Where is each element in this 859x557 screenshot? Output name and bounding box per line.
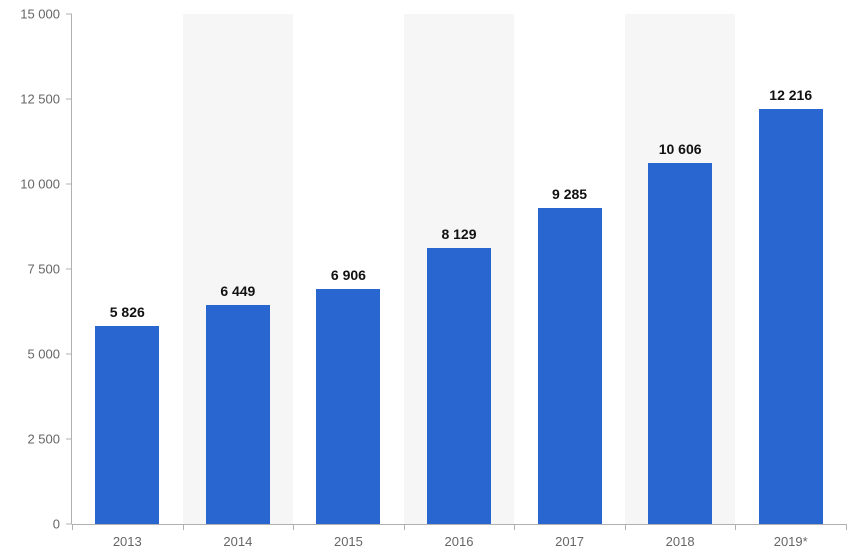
x-tick-mark bbox=[72, 524, 73, 530]
bar bbox=[538, 208, 602, 524]
x-tick-label: 2015 bbox=[334, 534, 363, 549]
y-tick-label: 15 000 bbox=[0, 7, 60, 22]
x-tick-label: 2018 bbox=[666, 534, 695, 549]
bar bbox=[316, 289, 380, 524]
bar-chart: 0 2 500 5 000 7 500 10 000 12 500 15 000 5 826 2… bbox=[0, 0, 859, 557]
y-tick-label: 12 500 bbox=[0, 92, 60, 107]
bar-value-label: 6 906 bbox=[293, 267, 404, 283]
plot-area bbox=[72, 14, 846, 524]
y-tick-mark bbox=[66, 439, 72, 440]
y-tick-mark bbox=[66, 269, 72, 270]
x-tick-label: 2014 bbox=[223, 534, 252, 549]
bar-value-label: 12 216 bbox=[735, 87, 846, 103]
bar-value-label: 6 449 bbox=[183, 283, 294, 299]
bar bbox=[206, 305, 270, 524]
bar bbox=[427, 248, 491, 524]
x-tick-mark bbox=[293, 524, 294, 530]
y-tick-mark bbox=[66, 184, 72, 185]
bar-value-label: 5 826 bbox=[72, 304, 183, 320]
x-tick-mark bbox=[846, 524, 847, 530]
bar-value-label: 9 285 bbox=[514, 186, 625, 202]
y-tick-label: 7 500 bbox=[0, 262, 60, 277]
y-tick-label: 2 500 bbox=[0, 432, 60, 447]
x-tick-mark bbox=[404, 524, 405, 530]
bar-value-label: 8 129 bbox=[404, 226, 515, 242]
y-tick-mark bbox=[66, 14, 72, 15]
y-tick-mark bbox=[66, 99, 72, 100]
x-tick-label: 2019* bbox=[774, 534, 808, 549]
x-tick-mark bbox=[183, 524, 184, 530]
bar bbox=[759, 109, 823, 524]
x-axis-line bbox=[72, 524, 846, 525]
x-tick-label: 2013 bbox=[113, 534, 142, 549]
bar bbox=[648, 163, 712, 524]
x-tick-label: 2017 bbox=[555, 534, 584, 549]
bar bbox=[95, 326, 159, 524]
y-tick-mark bbox=[66, 354, 72, 355]
x-tick-mark bbox=[514, 524, 515, 530]
x-tick-mark bbox=[735, 524, 736, 530]
x-tick-label: 2016 bbox=[445, 534, 474, 549]
x-tick-mark bbox=[625, 524, 626, 530]
y-tick-label: 5 000 bbox=[0, 347, 60, 362]
y-tick-label: 0 bbox=[0, 517, 60, 532]
y-tick-label: 10 000 bbox=[0, 177, 60, 192]
bar-value-label: 10 606 bbox=[625, 141, 736, 157]
